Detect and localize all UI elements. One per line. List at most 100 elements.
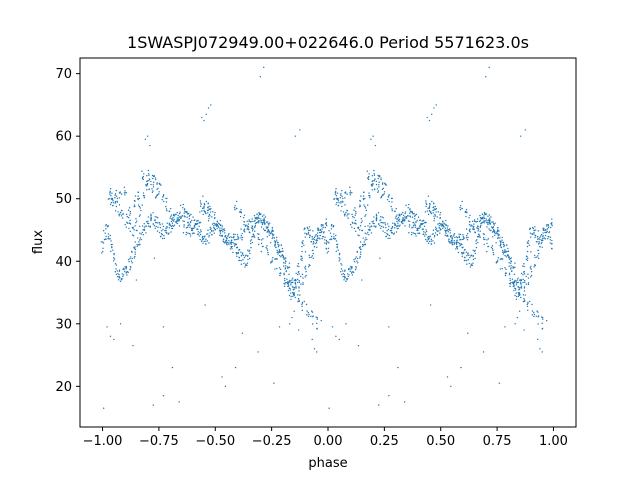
data-point <box>534 254 536 257</box>
data-point <box>267 222 269 225</box>
data-point <box>113 338 115 341</box>
data-point <box>260 250 263 253</box>
data-point <box>495 233 497 235</box>
data-point <box>364 239 366 241</box>
data-point <box>472 225 474 227</box>
data-point <box>549 242 551 244</box>
data-point <box>171 366 174 369</box>
data-point <box>272 235 274 237</box>
data-point <box>307 227 309 230</box>
data-point <box>461 200 463 203</box>
data-point <box>230 242 232 245</box>
data-point <box>187 221 189 224</box>
data-point <box>321 230 323 233</box>
data-point <box>342 197 344 200</box>
data-point <box>379 225 381 227</box>
data-point <box>433 215 435 217</box>
data-point <box>492 251 494 254</box>
data-point <box>297 298 300 300</box>
data-point <box>529 300 531 303</box>
data-point <box>301 242 304 245</box>
data-point <box>145 225 148 227</box>
data-point <box>309 229 311 231</box>
data-point <box>252 236 254 238</box>
data-point <box>524 129 526 131</box>
data-point <box>489 229 491 232</box>
data-point <box>544 234 547 237</box>
data-point <box>522 294 524 296</box>
data-point <box>198 225 200 228</box>
data-point <box>125 267 127 270</box>
data-point <box>158 231 161 234</box>
data-point <box>216 227 218 230</box>
data-point <box>338 257 340 259</box>
data-point <box>178 220 180 222</box>
data-point <box>519 286 521 289</box>
data-point <box>137 237 139 239</box>
data-point <box>288 287 290 289</box>
data-point <box>149 226 151 228</box>
data-point <box>342 270 344 272</box>
data-point <box>347 268 350 271</box>
data-point <box>353 261 356 263</box>
data-point <box>542 237 544 239</box>
data-point <box>150 213 152 215</box>
data-point <box>327 250 329 253</box>
data-point <box>426 116 428 119</box>
data-point <box>240 251 242 253</box>
data-point <box>139 207 141 209</box>
data-point <box>214 223 216 225</box>
data-point <box>139 237 142 239</box>
data-point <box>418 232 421 235</box>
data-point <box>221 225 224 227</box>
data-point <box>207 206 209 209</box>
data-point <box>493 253 495 256</box>
data-point <box>385 235 387 238</box>
data-point <box>328 407 330 409</box>
x-tick-label: −0.50 <box>195 434 235 449</box>
data-point <box>381 216 383 218</box>
data-point <box>117 211 119 213</box>
data-point <box>428 119 431 122</box>
data-point <box>244 224 247 226</box>
data-point <box>446 376 449 378</box>
data-point <box>214 211 216 214</box>
data-point <box>337 204 339 207</box>
data-point <box>122 213 125 215</box>
data-point <box>236 234 239 236</box>
data-point <box>357 344 360 347</box>
data-point <box>114 202 117 204</box>
data-point <box>315 241 318 244</box>
data-point <box>539 238 541 241</box>
data-point <box>313 242 315 244</box>
data-point <box>369 226 371 228</box>
data-point <box>349 186 351 189</box>
data-point <box>266 221 269 223</box>
data-point <box>516 281 518 284</box>
data-point <box>170 215 172 218</box>
data-point <box>225 240 228 242</box>
data-point <box>106 326 108 328</box>
data-point <box>159 183 161 185</box>
data-point <box>234 208 236 211</box>
data-point <box>146 175 148 177</box>
data-point <box>549 236 552 238</box>
data-point <box>361 220 363 222</box>
data-point <box>546 237 549 240</box>
data-point <box>478 220 481 223</box>
data-point <box>422 219 425 222</box>
data-point <box>427 207 429 210</box>
data-point <box>246 264 248 267</box>
data-point <box>319 231 321 234</box>
data-point <box>134 253 136 255</box>
data-point <box>279 274 281 277</box>
data-point <box>198 235 200 237</box>
data-point <box>301 301 304 304</box>
data-point <box>193 232 195 235</box>
data-point <box>129 210 131 213</box>
data-point <box>309 234 311 236</box>
data-point <box>456 239 458 241</box>
data-point <box>537 249 539 252</box>
